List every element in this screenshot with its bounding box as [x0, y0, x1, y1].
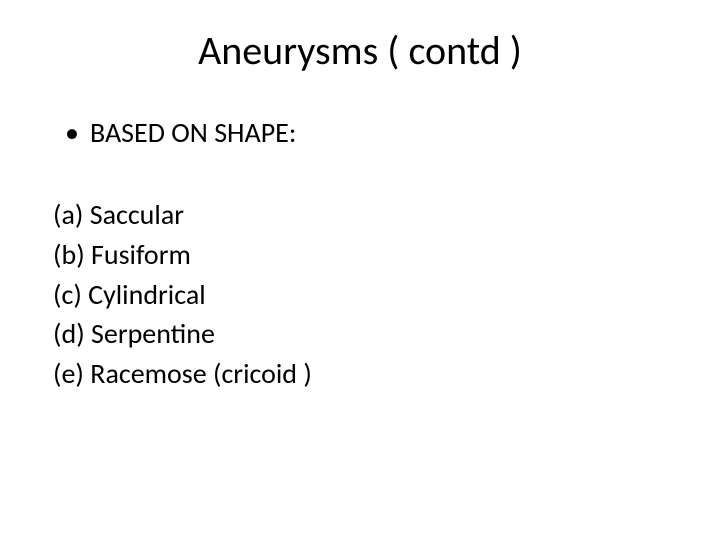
list-item: (d) Serpentine: [53, 315, 675, 353]
bullet-heading: BASED ON SHAPE:: [65, 115, 675, 150]
list-item: (c) Cylindrical: [53, 276, 675, 314]
slide-content: Aneurysms ( contd ) BASED ON SHAPE: (a) …: [0, 0, 720, 435]
shape-list: (a) Saccular (b) Fusiform (c) Cylindrica…: [53, 196, 675, 393]
list-item: (b) Fusiform: [53, 236, 675, 274]
list-item: (a) Saccular: [53, 196, 675, 234]
list-item: (e) Racemose (cricoid ): [53, 355, 675, 393]
slide-title: Aneurysms ( contd ): [45, 26, 675, 75]
